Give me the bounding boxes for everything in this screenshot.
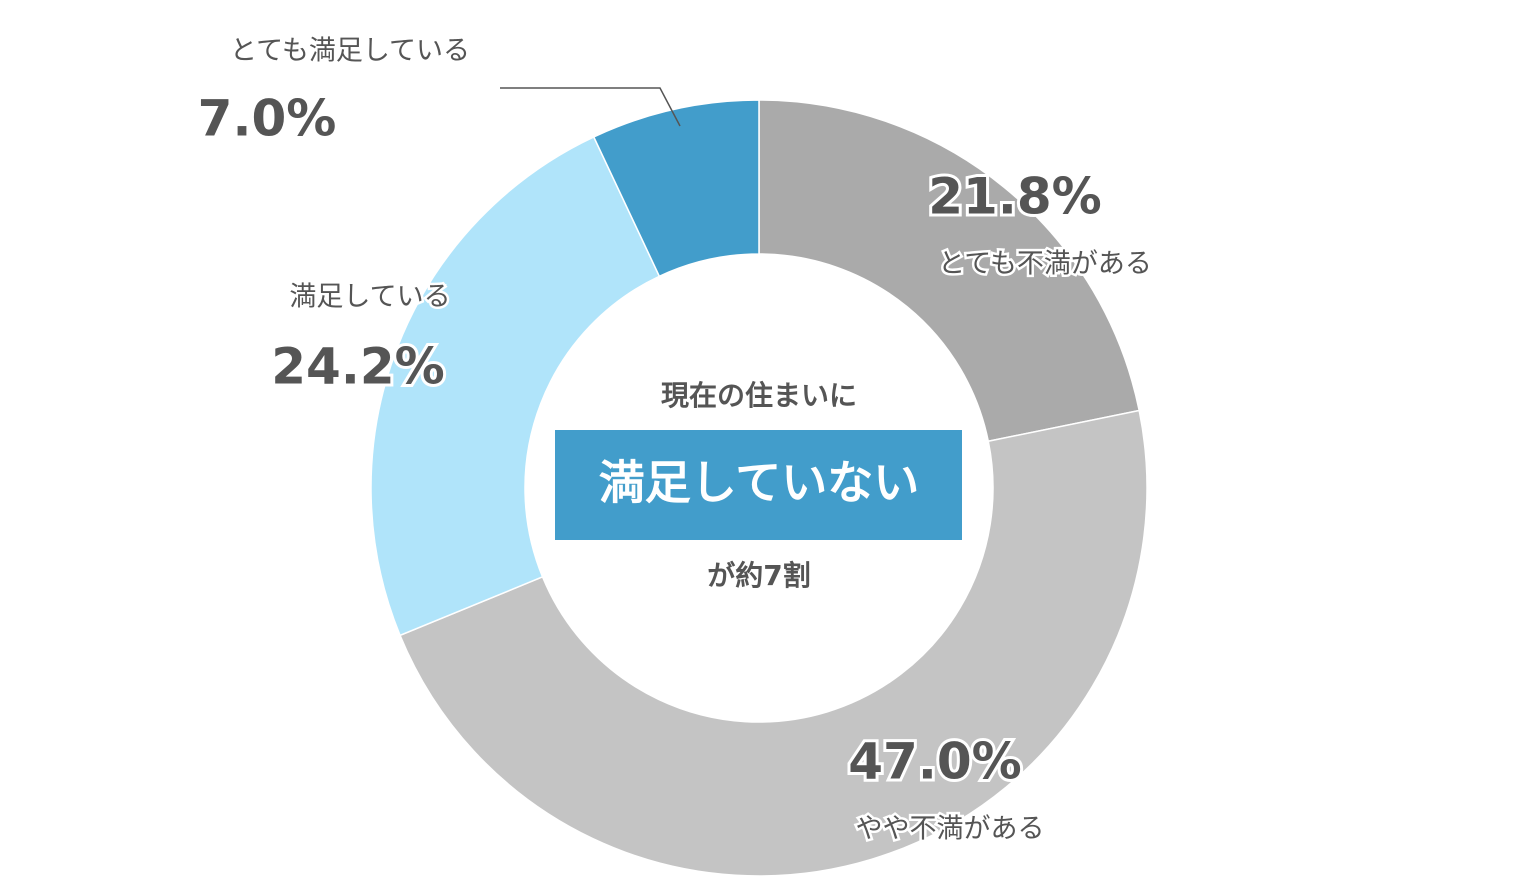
category-label: 満足している xyxy=(289,282,450,313)
value-label: 21.8% xyxy=(928,168,1101,226)
highlight-box xyxy=(555,430,962,540)
value-label: 47.0% xyxy=(848,733,1021,791)
center-text: 現在の住まいに xyxy=(661,379,857,412)
value-label: 24.2% xyxy=(271,338,444,396)
slice xyxy=(758,99,1141,443)
center-highlight: 満足していない xyxy=(599,456,920,510)
slice xyxy=(592,99,760,278)
leader-line xyxy=(500,87,681,127)
center-text: が約7割 xyxy=(707,559,810,592)
category-label: やや不満がある xyxy=(856,814,1045,845)
category-label: とても不満がある xyxy=(938,249,1152,280)
slice xyxy=(370,135,661,637)
category-label: とても満足している xyxy=(230,36,470,67)
value-label: 7.0% xyxy=(198,90,337,148)
slice xyxy=(399,409,1148,877)
slices xyxy=(370,99,1148,877)
